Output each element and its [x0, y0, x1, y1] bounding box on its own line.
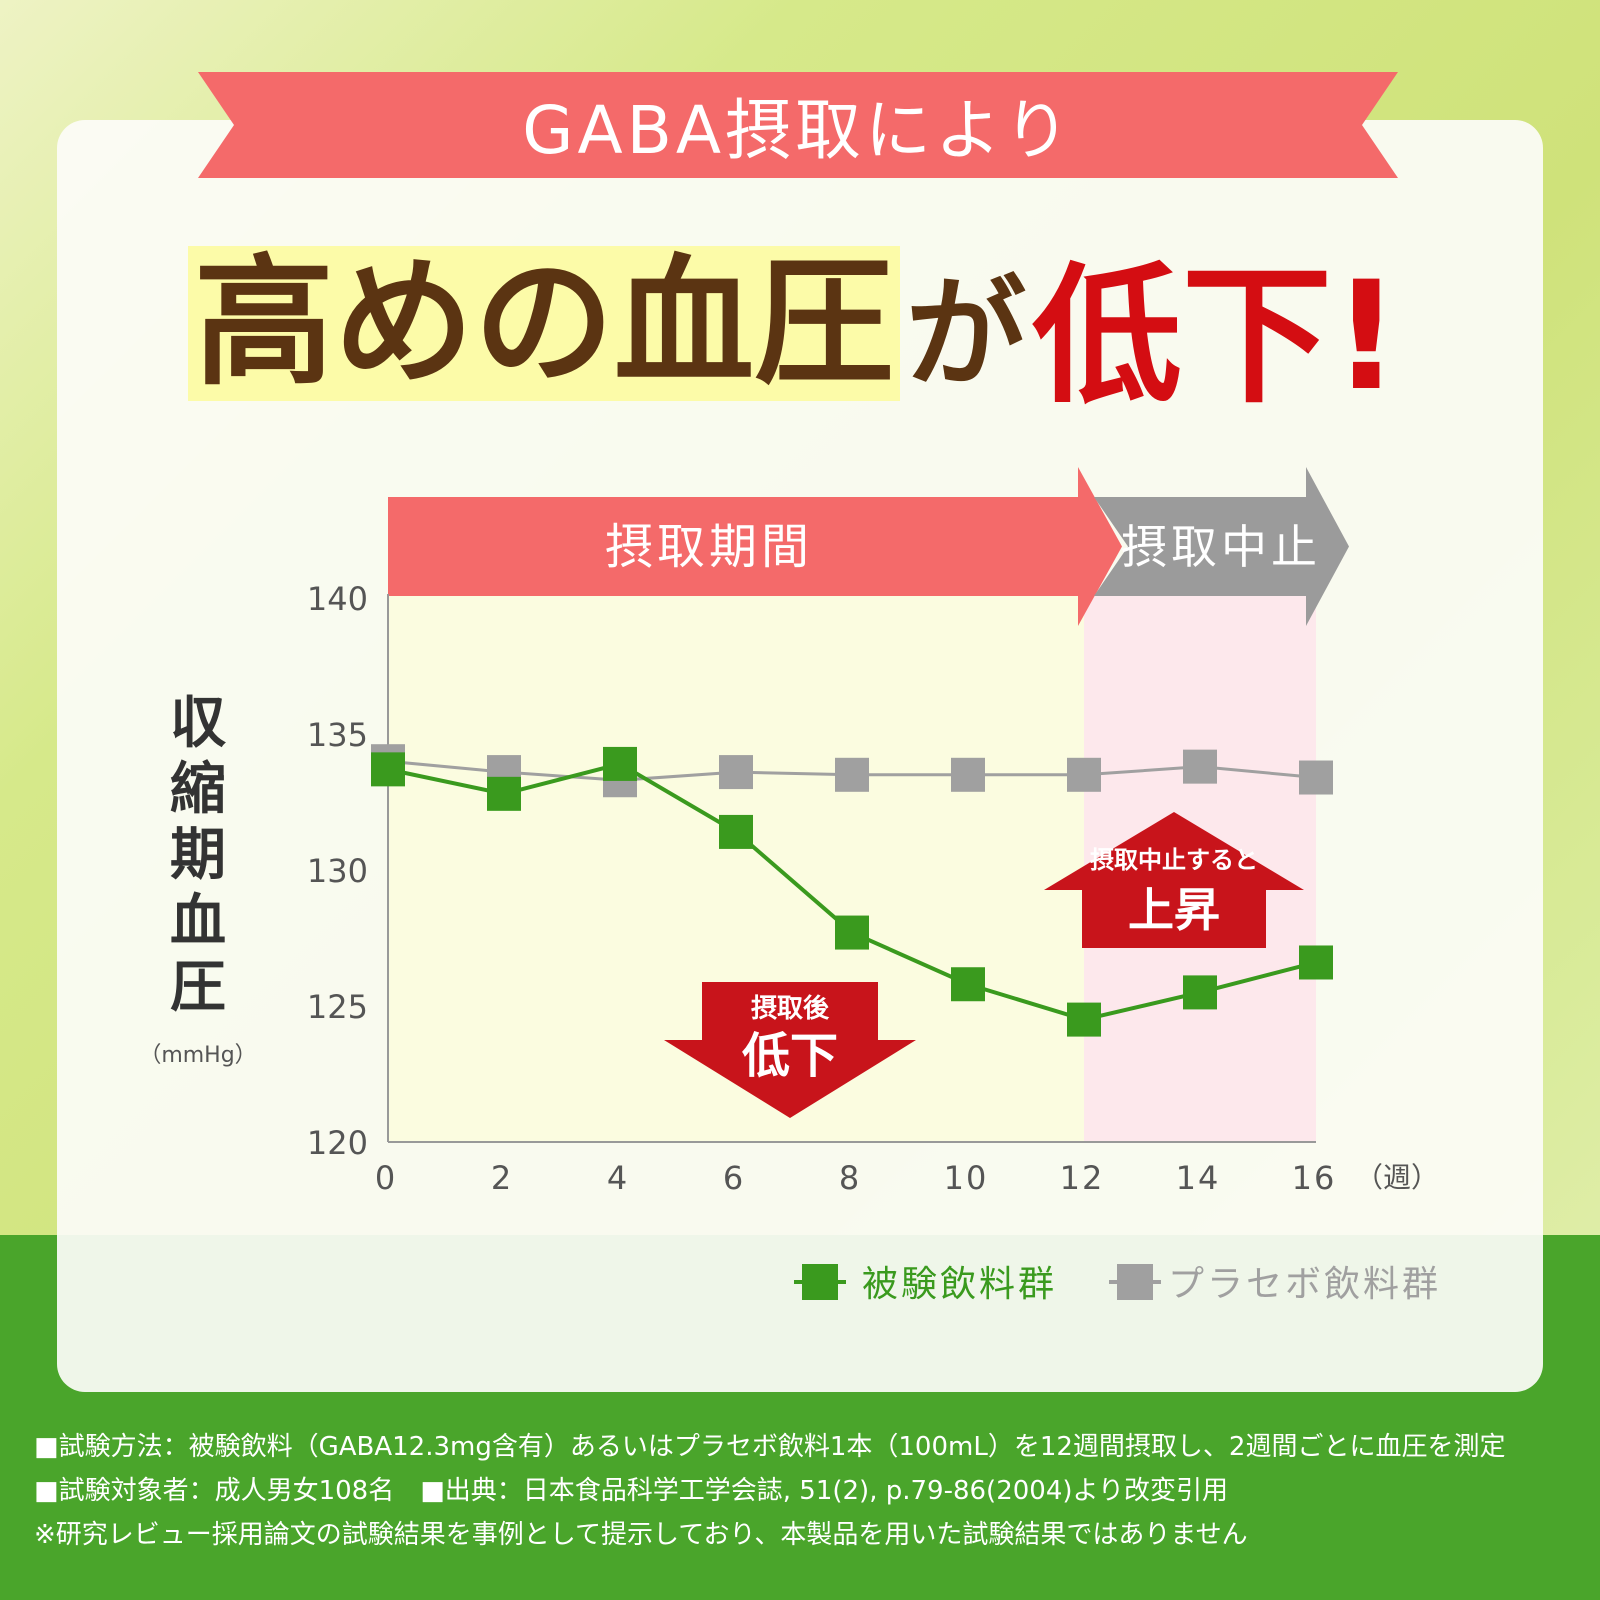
up-annotation-small: 摂取中止すると — [1090, 846, 1258, 874]
placebo-series-point — [1067, 757, 1101, 792]
placebo-series-point — [1299, 760, 1333, 795]
footnote-disclaimer: ※研究レビュー採用論文の試験結果を事例として提示しており、本製品を用いた試験結果… — [34, 1520, 1248, 1550]
test-series-point — [1299, 945, 1333, 980]
placebo-series-point — [719, 755, 753, 790]
down-annotation-small: 摂取後 — [751, 993, 830, 1024]
x-tick-label: 14 — [1176, 1159, 1221, 1197]
x-unit-label: （週） — [1355, 1161, 1439, 1194]
stop-period-label: 摂取中止 — [1121, 520, 1321, 574]
test-series-point — [719, 814, 753, 849]
y-tick-label: 130 — [307, 852, 368, 890]
y-axis-title-char: 圧 — [170, 955, 226, 1020]
intake-period-arrow — [388, 467, 1122, 626]
y-unit-label: （mmHg） — [139, 1043, 256, 1068]
test-series-point — [1067, 1002, 1101, 1037]
y-axis-title-char: 血 — [170, 889, 226, 954]
down-annotation-big: 低下 — [742, 1028, 838, 1084]
test-series-point — [371, 752, 405, 787]
headline-emphasis: 低下! — [1032, 249, 1401, 424]
ribbon-text: GABA摂取により — [522, 92, 1074, 169]
x-tick-label: 0 — [375, 1159, 397, 1197]
title-ribbon: GABA摂取により — [198, 72, 1398, 178]
x-tick-label: 4 — [607, 1159, 629, 1197]
footnote-method: ■試験方法：被験飲料（GABA12.3mg含有）あるいはプラセボ飲料1本（100… — [34, 1432, 1506, 1462]
test-series-point — [1183, 975, 1217, 1010]
up-arrow-annotation — [1044, 812, 1304, 948]
stop-period-arrow — [1094, 467, 1349, 626]
down-arrow-annotation — [664, 982, 916, 1118]
legend-placebo-label: プラセボ飲料群 — [1168, 1264, 1441, 1305]
headline-particle: が — [906, 265, 1027, 404]
y-axis-title-char: 縮 — [170, 757, 226, 822]
test-series-point — [603, 746, 637, 781]
footnotes: ■試験方法：被験飲料（GABA12.3mg含有）あるいはプラセボ飲料1本（100… — [34, 1425, 1594, 1557]
test-series-point — [835, 915, 869, 950]
up-annotation-big: 上昇 — [1128, 883, 1220, 937]
legend-placebo-marker — [1117, 1264, 1153, 1300]
headline-highlight: 高めの血圧 — [188, 245, 901, 401]
legend-test-label: 被験飲料群 — [862, 1264, 1057, 1305]
placebo-series-point — [951, 757, 985, 792]
x-tick-label: 8 — [839, 1159, 861, 1197]
x-tick-label: 12 — [1060, 1159, 1105, 1197]
x-tick-label: 6 — [723, 1159, 745, 1197]
x-tick-label: 16 — [1292, 1159, 1337, 1197]
y-tick-label: 135 — [307, 716, 368, 754]
intake-period-label: 摂取期間 — [605, 519, 813, 575]
test-series-point — [951, 967, 985, 1002]
legend-test-marker — [802, 1264, 838, 1300]
y-tick-label: 125 — [307, 988, 368, 1026]
test-series-point — [487, 776, 521, 811]
x-tick-label: 10 — [944, 1159, 989, 1197]
y-axis-title-char: 収 — [170, 691, 226, 756]
y-tick-label: 140 — [307, 580, 368, 618]
headline: 高めの血圧 が 低下! — [188, 238, 1448, 424]
y-axis-title-char: 期 — [170, 823, 226, 888]
placebo-series-point — [1183, 749, 1217, 784]
y-tick-label: 120 — [307, 1124, 368, 1162]
x-tick-label: 2 — [491, 1159, 513, 1197]
placebo-series-point — [835, 757, 869, 792]
footnote-subjects-source: ■試験対象者：成人男女108名 ■出典：日本食品科学工学会誌, 51(2), p… — [34, 1476, 1228, 1506]
